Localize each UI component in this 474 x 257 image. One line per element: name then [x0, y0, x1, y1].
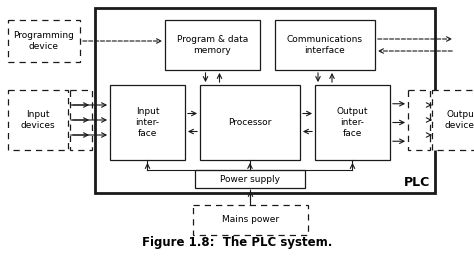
Bar	[408, 90, 430, 150]
Text: Figure 1.8:  The PLC system.: Figure 1.8: The PLC system.	[142, 236, 332, 249]
Text: Input
devices: Input devices	[21, 110, 55, 130]
Bar	[195, 170, 305, 188]
Text: Mains power: Mains power	[222, 216, 279, 225]
Bar	[193, 205, 308, 235]
Text: Programming
device: Programming device	[14, 31, 74, 51]
Text: Output
devices: Output devices	[445, 110, 474, 130]
Bar	[275, 20, 375, 70]
Bar	[95, 8, 435, 193]
Bar	[200, 85, 300, 160]
Text: Output
inter-
face: Output inter- face	[337, 107, 368, 138]
Bar	[432, 90, 474, 150]
Text: Processor: Processor	[228, 118, 272, 127]
Bar	[315, 85, 390, 160]
Bar	[110, 85, 185, 160]
Bar	[8, 20, 80, 62]
Text: Program & data
memory: Program & data memory	[177, 35, 248, 55]
Text: Power supply: Power supply	[220, 175, 280, 183]
Text: Input
inter-
face: Input inter- face	[136, 107, 159, 138]
Bar	[70, 90, 92, 150]
Bar	[165, 20, 260, 70]
Bar	[8, 90, 68, 150]
Text: PLC: PLC	[404, 176, 430, 189]
Text: Communications
interface: Communications interface	[287, 35, 363, 55]
